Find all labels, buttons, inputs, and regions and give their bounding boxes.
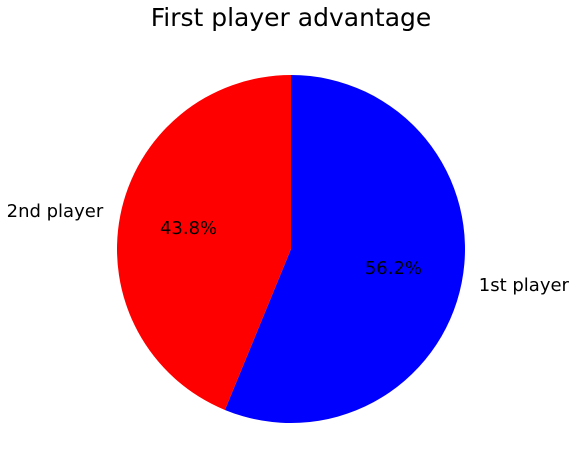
pie-slice-1 [224, 75, 465, 423]
slice-percent-2: 43.8% [160, 218, 217, 239]
chart-title: First player advantage [151, 3, 432, 32]
slice-label-2: 2nd player [7, 201, 104, 222]
slice-percent-1: 56.2% [365, 258, 422, 279]
pie-slices [116, 75, 465, 423]
pie-slice-2 [116, 75, 291, 410]
pie-labels: 1st player 56.2% 2nd player 43.8% [7, 201, 570, 296]
slice-label-1: 1st player [479, 275, 570, 296]
